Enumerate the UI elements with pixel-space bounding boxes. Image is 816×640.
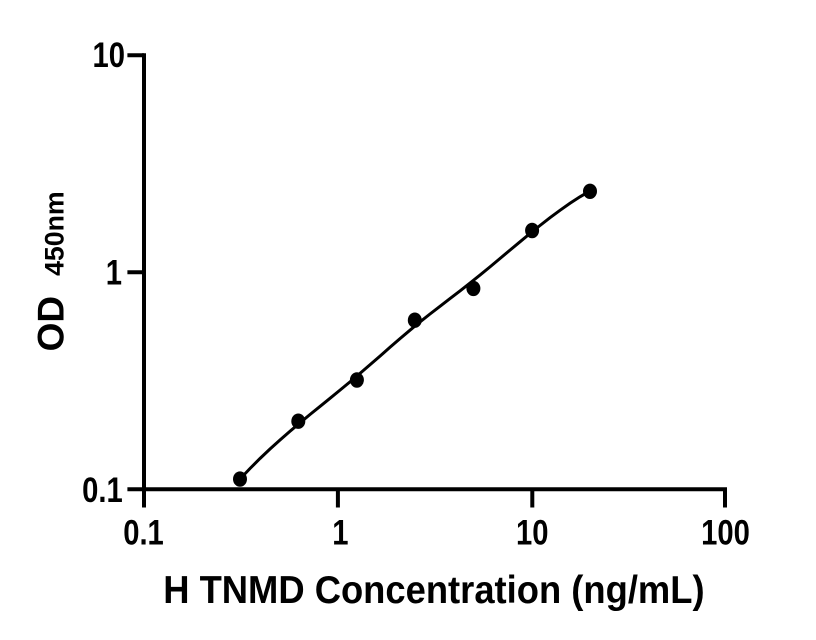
svg-text:100: 100: [701, 513, 750, 552]
svg-text:0.1: 0.1: [123, 513, 164, 552]
svg-text:H TNMD Concentration (ng/mL): H TNMD Concentration (ng/mL): [163, 568, 704, 611]
svg-text:10: 10: [516, 513, 548, 552]
svg-text:10: 10: [93, 35, 125, 74]
svg-text:1: 1: [332, 513, 348, 552]
svg-text:0.1: 0.1: [82, 470, 123, 509]
svg-text:1: 1: [106, 253, 122, 292]
